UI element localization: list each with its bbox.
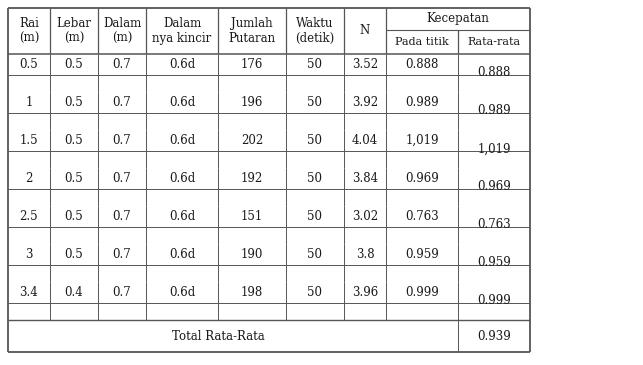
Text: 0.7: 0.7	[113, 210, 131, 223]
Text: 0.7: 0.7	[113, 286, 131, 299]
Text: 3.96: 3.96	[352, 286, 378, 299]
Text: Jumlah
Putaran: Jumlah Putaran	[228, 17, 276, 45]
Text: 3.92: 3.92	[352, 96, 378, 109]
Text: 0.7: 0.7	[113, 134, 131, 147]
Text: Dalam
nya kincir: Dalam nya kincir	[152, 17, 212, 45]
Text: 196: 196	[241, 96, 263, 109]
Text: Pada titik: Pada titik	[395, 37, 449, 47]
Text: 50: 50	[307, 96, 323, 109]
Text: 151: 151	[241, 210, 263, 223]
Text: 190: 190	[241, 248, 263, 261]
Text: 0.5: 0.5	[65, 172, 84, 185]
Text: 0.7: 0.7	[113, 58, 131, 71]
Text: 3.8: 3.8	[356, 248, 374, 261]
Text: 1: 1	[25, 96, 33, 109]
Text: 0.959: 0.959	[405, 248, 439, 261]
Text: 0.6d: 0.6d	[169, 248, 195, 261]
Text: 0.939: 0.939	[477, 330, 511, 342]
Text: 50: 50	[307, 210, 323, 223]
Text: 0.5: 0.5	[65, 58, 84, 71]
Text: 0.763: 0.763	[405, 210, 439, 223]
Text: Total Rata-Rata: Total Rata-Rata	[172, 330, 265, 342]
Text: 176: 176	[241, 58, 263, 71]
Text: 50: 50	[307, 172, 323, 185]
Text: 0.5: 0.5	[65, 96, 84, 109]
Text: 0.999: 0.999	[405, 286, 439, 299]
Text: 0.7: 0.7	[113, 96, 131, 109]
Text: 4.04: 4.04	[352, 134, 378, 147]
Text: 1.5: 1.5	[20, 134, 39, 147]
Text: 0.888: 0.888	[477, 66, 511, 80]
Text: Rai
(m): Rai (m)	[19, 17, 39, 45]
Text: 50: 50	[307, 286, 323, 299]
Text: 3.52: 3.52	[352, 58, 378, 71]
Text: 3.84: 3.84	[352, 172, 378, 185]
Text: 0.6d: 0.6d	[169, 58, 195, 71]
Text: 1,019: 1,019	[477, 142, 511, 155]
Text: 0.888: 0.888	[405, 58, 439, 71]
Text: 0.989: 0.989	[477, 104, 511, 118]
Text: 192: 192	[241, 172, 263, 185]
Text: Waktu
(detik): Waktu (detik)	[295, 17, 334, 45]
Text: 0.6d: 0.6d	[169, 286, 195, 299]
Text: 3.02: 3.02	[352, 210, 378, 223]
Text: 2.5: 2.5	[20, 210, 39, 223]
Text: 50: 50	[307, 248, 323, 261]
Text: 202: 202	[241, 134, 263, 147]
Text: 3.4: 3.4	[20, 286, 39, 299]
Text: 0.6d: 0.6d	[169, 210, 195, 223]
Text: 0.989: 0.989	[405, 96, 439, 109]
Text: 0.969: 0.969	[477, 181, 511, 193]
Text: 1,019: 1,019	[405, 134, 439, 147]
Text: 50: 50	[307, 134, 323, 147]
Text: 0.969: 0.969	[405, 172, 439, 185]
Text: 0.763: 0.763	[477, 219, 511, 231]
Text: 0.6d: 0.6d	[169, 134, 195, 147]
Text: 50: 50	[307, 58, 323, 71]
Text: 0.5: 0.5	[65, 210, 84, 223]
Text: 2: 2	[25, 172, 33, 185]
Text: 0.4: 0.4	[65, 286, 84, 299]
Text: 198: 198	[241, 286, 263, 299]
Text: 0.5: 0.5	[20, 58, 39, 71]
Text: 0.5: 0.5	[65, 134, 84, 147]
Text: Rata-rata: Rata-rata	[467, 37, 521, 47]
Text: 0.6d: 0.6d	[169, 172, 195, 185]
Text: 3: 3	[25, 248, 33, 261]
Text: Lebar
(m): Lebar (m)	[57, 17, 91, 45]
Text: 0.999: 0.999	[477, 295, 511, 307]
Text: N: N	[360, 24, 370, 38]
Text: 0.7: 0.7	[113, 248, 131, 261]
Text: 0.959: 0.959	[477, 257, 511, 269]
Text: 0.5: 0.5	[65, 248, 84, 261]
Text: Dalam
(m): Dalam (m)	[103, 17, 141, 45]
Text: Kecepatan: Kecepatan	[426, 12, 489, 25]
Text: 0.7: 0.7	[113, 172, 131, 185]
Text: 0.6d: 0.6d	[169, 96, 195, 109]
